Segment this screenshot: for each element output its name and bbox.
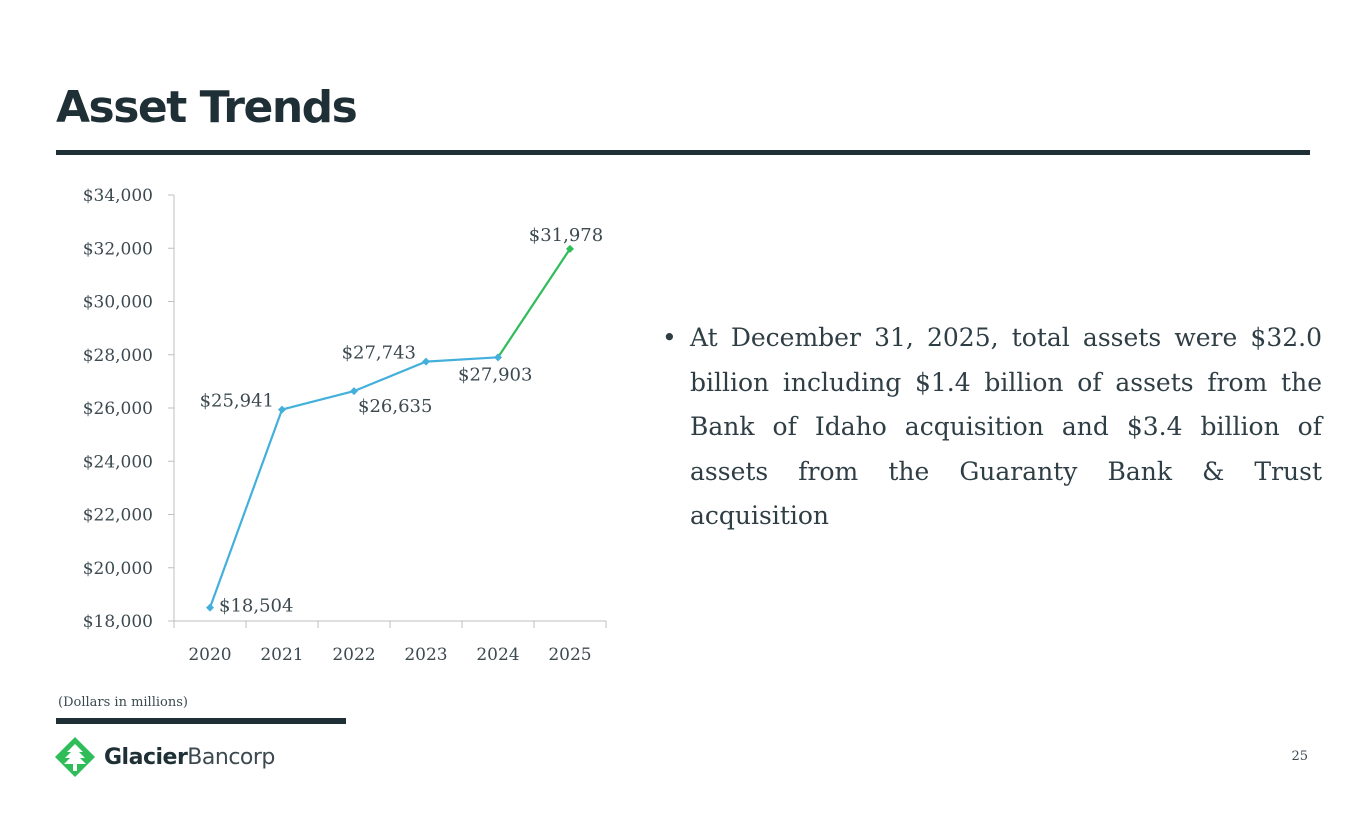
y-tick-label: $28,000 [83,346,153,366]
x-tick-label: 2025 [548,645,591,665]
page-number: 25 [1291,749,1308,764]
y-tick-label: $20,000 [83,559,153,579]
bullet-list: At December 31, 2025, total assets were … [662,316,1322,539]
data-label: $26,635 [358,396,432,417]
title-divider [56,150,1310,155]
data-label: $31,978 [529,225,603,246]
x-tick-label: 2021 [260,645,303,665]
y-tick-label: $26,000 [83,399,153,419]
asset-trends-chart: $18,000 $20,000 $22,000 $24,000 $26,000 $28,0… [83,186,607,665]
logo-name-regular: Bancorp [187,744,275,770]
data-point [566,244,574,253]
footnote-divider [56,718,346,724]
logo-name-bold: Glacier [104,744,188,770]
logo-wordmark: GlacierBancorp [104,745,275,770]
series-line-2025 [497,248,571,358]
company-logo: GlacierBancorp [54,736,275,778]
x-tick-label: 2023 [404,645,447,665]
glacier-tree-icon [55,737,95,777]
x-tick-label: 2020 [188,645,231,665]
bullet-item: At December 31, 2025, total assets were … [662,316,1322,539]
y-tick-label: $24,000 [83,452,153,472]
footnote: (Dollars in millions) [58,695,188,710]
y-tick-label: $22,000 [83,506,153,526]
x-tick-label: 2022 [332,645,375,665]
data-label: $18,504 [219,596,293,617]
x-tick-label: 2024 [476,645,519,665]
data-label: $25,941 [200,391,274,412]
y-tick-label: $32,000 [83,239,153,259]
y-tick-label: $30,000 [83,293,153,313]
data-point [494,353,502,362]
data-point [422,357,430,366]
data-point [278,405,286,414]
y-tick-label: $34,000 [83,186,153,206]
y-tick-label: $18,000 [83,612,153,632]
data-label: $27,903 [458,364,532,385]
data-point [206,603,214,612]
data-label: $27,743 [342,343,416,364]
data-point [350,387,358,396]
page-title: Asset Trends [56,82,358,133]
